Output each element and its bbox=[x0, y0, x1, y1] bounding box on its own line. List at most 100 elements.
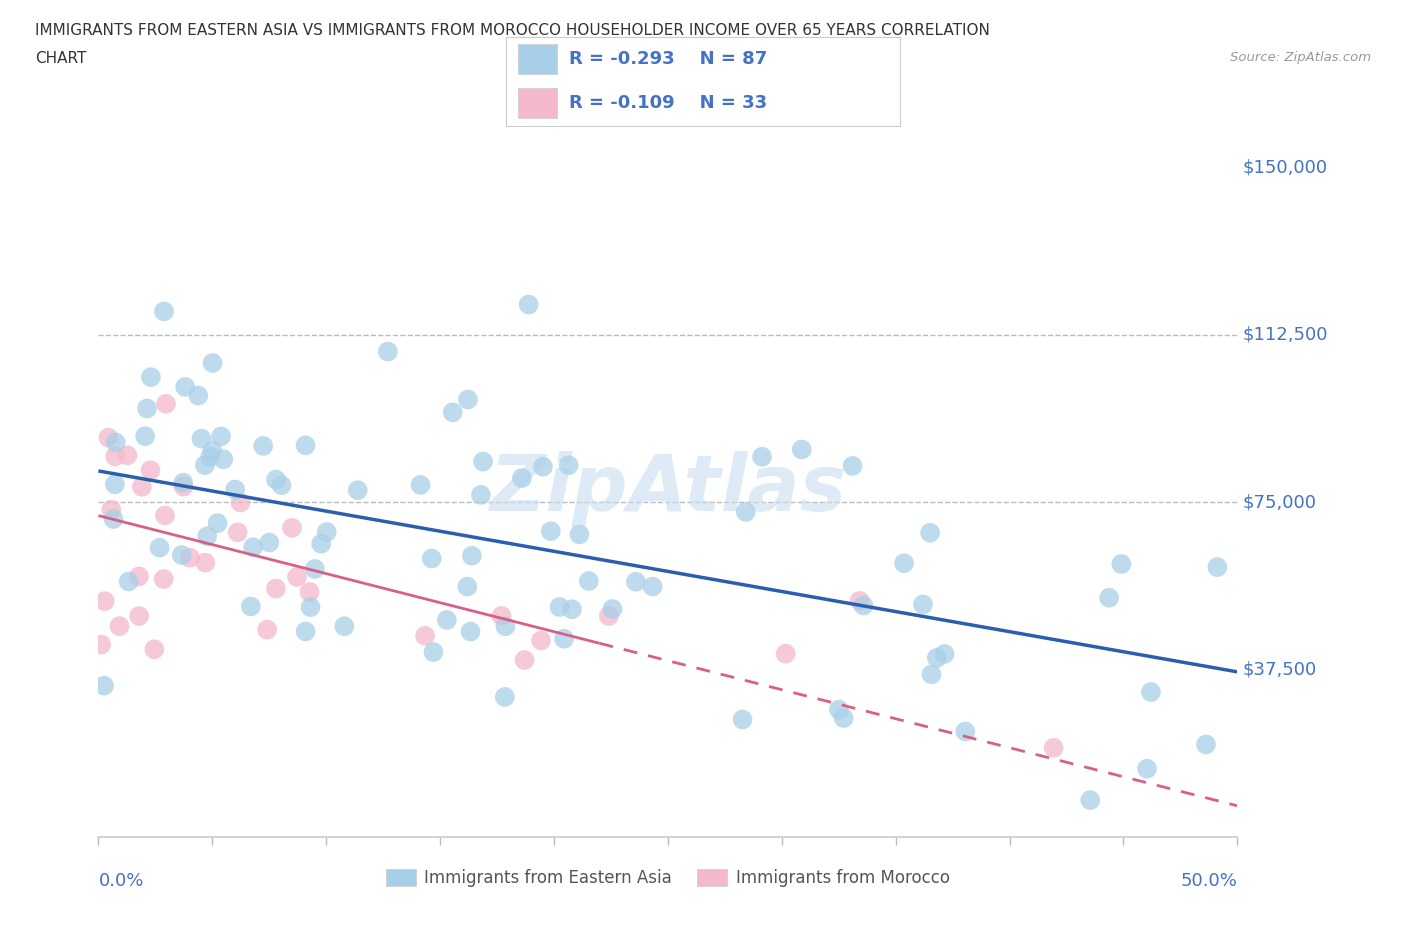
Point bbox=[734, 504, 756, 519]
Point bbox=[153, 304, 176, 319]
Point bbox=[242, 539, 264, 554]
Point bbox=[420, 551, 443, 566]
Point bbox=[561, 602, 583, 617]
Bar bbox=[517, 88, 557, 118]
Text: $112,500: $112,500 bbox=[1243, 326, 1329, 344]
Point bbox=[731, 712, 754, 727]
Point bbox=[172, 475, 194, 490]
Point bbox=[256, 622, 278, 637]
Point bbox=[624, 575, 647, 590]
Point bbox=[299, 600, 322, 615]
Point bbox=[209, 429, 232, 444]
Point bbox=[470, 487, 492, 502]
Point bbox=[578, 574, 600, 589]
Point bbox=[751, 449, 773, 464]
Point bbox=[195, 529, 218, 544]
Point bbox=[1042, 740, 1064, 755]
Point bbox=[128, 608, 150, 623]
Point bbox=[832, 711, 855, 725]
Text: $150,000: $150,000 bbox=[1243, 158, 1329, 177]
Point bbox=[259, 535, 281, 550]
Point bbox=[104, 435, 127, 450]
Point bbox=[212, 452, 235, 467]
Point bbox=[93, 593, 115, 608]
Point bbox=[309, 537, 332, 551]
Point bbox=[281, 521, 304, 536]
Point bbox=[457, 392, 479, 407]
Point bbox=[93, 678, 115, 693]
Text: 50.0%: 50.0% bbox=[1181, 871, 1237, 890]
Text: 0.0%: 0.0% bbox=[98, 871, 143, 890]
Point bbox=[517, 297, 540, 312]
Point bbox=[226, 525, 249, 539]
Point bbox=[841, 458, 863, 473]
Point bbox=[1195, 737, 1218, 751]
Point bbox=[925, 650, 948, 665]
Point bbox=[934, 646, 956, 661]
Point bbox=[90, 637, 112, 652]
Legend: Immigrants from Eastern Asia, Immigrants from Morocco: Immigrants from Eastern Asia, Immigrants… bbox=[380, 862, 956, 894]
Point bbox=[540, 524, 562, 538]
Point bbox=[494, 689, 516, 704]
Point bbox=[641, 579, 664, 594]
Point bbox=[139, 463, 162, 478]
Point bbox=[436, 613, 458, 628]
Point bbox=[104, 449, 127, 464]
Point bbox=[422, 644, 444, 659]
Point bbox=[304, 562, 326, 577]
Point bbox=[152, 572, 174, 587]
Point bbox=[920, 525, 942, 540]
Point bbox=[97, 431, 120, 445]
Point bbox=[494, 618, 516, 633]
Point bbox=[229, 495, 252, 510]
Point bbox=[294, 438, 316, 453]
Point bbox=[100, 502, 122, 517]
Point bbox=[194, 555, 217, 570]
Point bbox=[531, 459, 554, 474]
Point bbox=[333, 618, 356, 633]
Point bbox=[172, 479, 194, 494]
Point bbox=[270, 478, 292, 493]
Point bbox=[460, 624, 482, 639]
Point bbox=[315, 525, 337, 539]
Point bbox=[1098, 591, 1121, 605]
Point bbox=[557, 458, 579, 472]
Point bbox=[224, 482, 246, 497]
Point bbox=[200, 449, 222, 464]
Point bbox=[598, 608, 620, 623]
Point bbox=[568, 527, 591, 542]
Point bbox=[513, 653, 536, 668]
Point bbox=[155, 396, 177, 411]
Point bbox=[117, 448, 139, 463]
Point bbox=[1111, 556, 1133, 571]
Point bbox=[472, 454, 495, 469]
Point bbox=[790, 442, 813, 457]
Point bbox=[153, 508, 176, 523]
Point bbox=[194, 458, 217, 472]
Point bbox=[456, 579, 478, 594]
Point bbox=[170, 548, 193, 563]
Point bbox=[548, 600, 571, 615]
Point bbox=[174, 379, 197, 394]
Point bbox=[187, 388, 209, 403]
Point bbox=[134, 429, 156, 444]
Point bbox=[510, 471, 533, 485]
Point bbox=[143, 642, 166, 657]
Point bbox=[775, 646, 797, 661]
Point bbox=[118, 574, 141, 589]
Point bbox=[491, 608, 513, 623]
Text: R = -0.109    N = 33: R = -0.109 N = 33 bbox=[569, 94, 768, 112]
Point bbox=[1206, 560, 1229, 575]
Point bbox=[602, 602, 624, 617]
Point bbox=[128, 569, 150, 584]
Point bbox=[828, 702, 851, 717]
Point bbox=[441, 405, 464, 419]
Point bbox=[108, 618, 131, 633]
Point bbox=[179, 551, 201, 565]
Point bbox=[409, 477, 432, 492]
Point bbox=[264, 472, 287, 487]
Point bbox=[911, 597, 934, 612]
Point bbox=[190, 432, 212, 446]
Text: ZipAtlas: ZipAtlas bbox=[489, 451, 846, 526]
Text: R = -0.293    N = 87: R = -0.293 N = 87 bbox=[569, 50, 768, 68]
